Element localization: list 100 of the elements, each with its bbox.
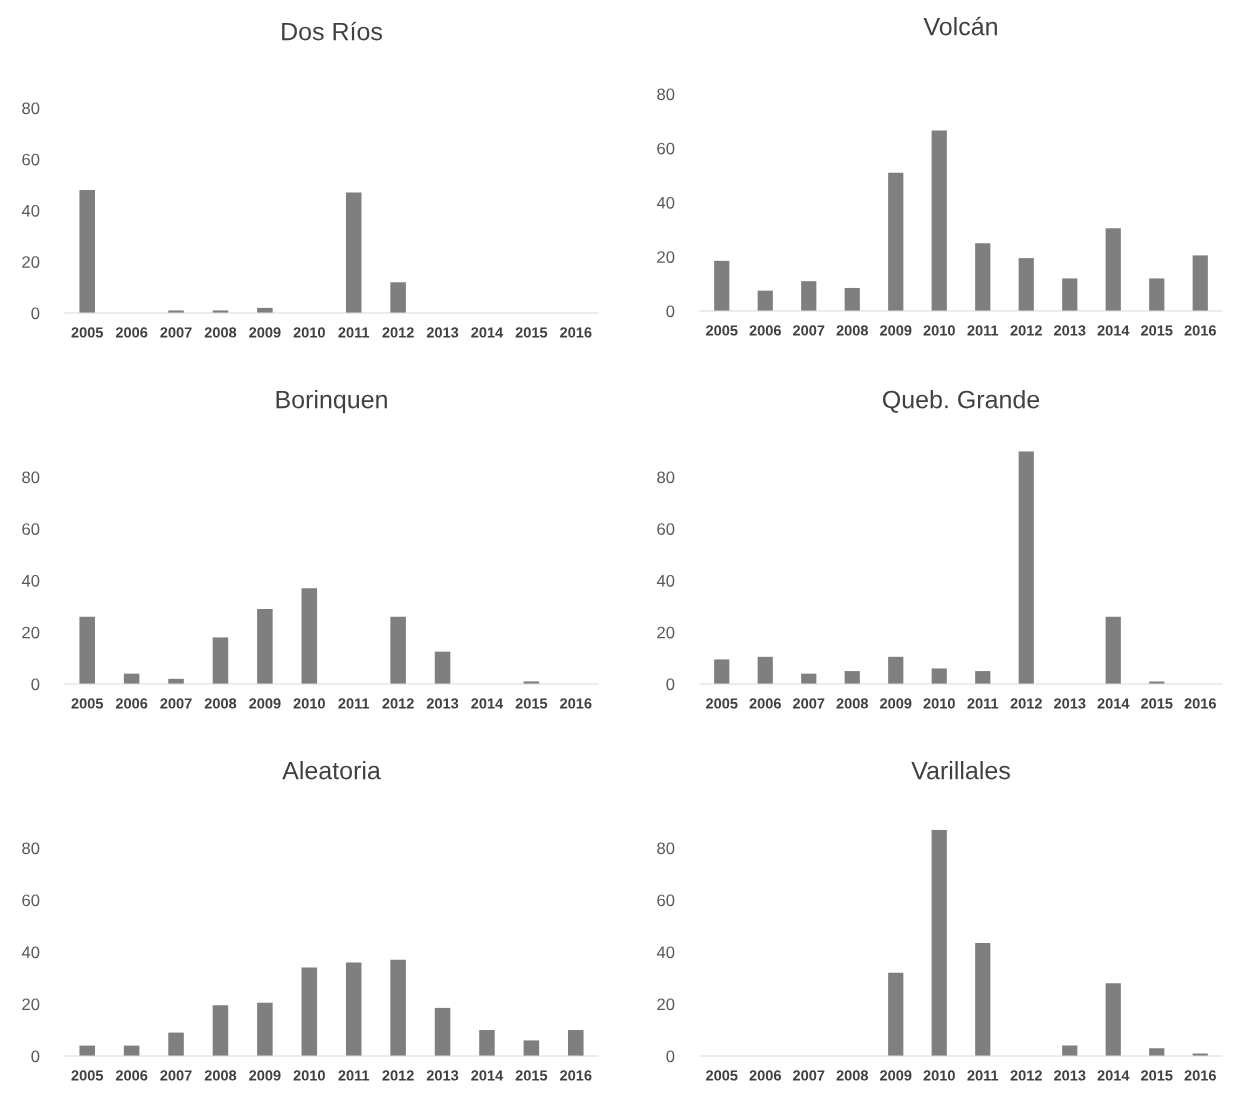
x-tick-label: 2015 — [1141, 325, 1173, 336]
y-tick-label: 80 — [22, 102, 40, 115]
x-tick-label: 2014 — [1097, 325, 1130, 336]
y-tick-label: 20 — [22, 998, 40, 1011]
x-tick-label: 2012 — [1010, 325, 1042, 336]
y-tick-label: 40 — [656, 946, 675, 959]
bar — [1018, 451, 1034, 684]
x-tick-label: 2007 — [160, 1070, 192, 1081]
x-tick-label: 2015 — [1141, 1070, 1173, 1081]
x-tick-label: 2009 — [249, 327, 281, 338]
x-tick-label: 2010 — [293, 327, 325, 338]
bar — [844, 671, 860, 684]
bar — [1192, 255, 1208, 311]
y-tick-label: 80 — [22, 842, 40, 855]
bar — [1018, 258, 1034, 311]
x-tick-label: 2013 — [426, 327, 459, 338]
x-tick-label: 2006 — [749, 1070, 781, 1081]
x-tick-label: 2015 — [515, 327, 548, 338]
x-tick-label: 2007 — [160, 698, 192, 709]
y-tick-label: 0 — [31, 307, 40, 320]
chart-title: Borinquen — [276, 390, 387, 414]
bar — [975, 942, 991, 1056]
x-tick-label: 2016 — [1184, 1070, 1216, 1081]
x-tick-label: 2006 — [115, 327, 148, 338]
bar — [975, 671, 991, 684]
x-tick-label: 2014 — [471, 327, 504, 338]
x-tick-label: 2009 — [880, 698, 912, 709]
bar — [1062, 278, 1078, 311]
y-tick-label: 0 — [666, 1050, 675, 1063]
bar — [844, 287, 860, 311]
bar — [390, 616, 406, 684]
bar — [390, 282, 406, 313]
bar — [801, 281, 817, 311]
bar — [931, 668, 947, 684]
y-tick-label: 40 — [21, 946, 40, 959]
bar — [888, 656, 904, 684]
y-tick-label: 80 — [22, 471, 40, 484]
x-tick-label: 2013 — [1054, 698, 1086, 709]
bar — [1105, 228, 1121, 311]
x-tick-label: 2011 — [338, 327, 370, 338]
x-tick-label: 2016 — [560, 698, 592, 709]
bar — [257, 1002, 273, 1056]
x-tick-label: 2011 — [967, 1070, 999, 1081]
y-tick-label: 60 — [657, 523, 675, 535]
y-tick-label: 60 — [657, 142, 675, 155]
bar — [212, 637, 229, 684]
x-tick-label: 2009 — [880, 1070, 912, 1081]
x-tick-label: 2014 — [471, 1070, 504, 1081]
x-tick-label: 2011 — [967, 325, 999, 336]
x-tick-label: 2008 — [204, 1070, 237, 1081]
x-tick-label: 2008 — [836, 698, 869, 709]
x-tick-label: 2006 — [115, 1070, 148, 1081]
x-tick-label: 2015 — [515, 1070, 548, 1081]
y-tick-label: 0 — [31, 678, 40, 691]
x-tick-label: 2010 — [293, 1070, 325, 1081]
y-tick-label: 40 — [21, 574, 40, 587]
x-tick-label: 2006 — [115, 698, 148, 709]
bar — [888, 172, 904, 311]
y-tick-label: 80 — [657, 88, 675, 101]
y-tick-label: 20 — [22, 626, 40, 639]
bar — [931, 829, 947, 1056]
bar — [257, 608, 273, 684]
x-tick-label: 2005 — [71, 1070, 104, 1081]
y-tick-label: 0 — [666, 678, 675, 691]
y-tick-label: 80 — [657, 471, 675, 484]
y-tick-label: 60 — [22, 894, 40, 907]
x-tick-label: 2011 — [338, 1070, 370, 1081]
bar — [1105, 983, 1121, 1056]
x-tick-label: 2014 — [471, 698, 504, 709]
y-tick-label: 20 — [657, 251, 675, 263]
x-tick-label: 2010 — [923, 325, 955, 336]
x-tick-label: 2010 — [923, 1070, 955, 1081]
x-tick-label: 2016 — [560, 327, 592, 338]
bar — [345, 192, 362, 313]
x-tick-label: 2009 — [249, 698, 281, 709]
y-tick-label: 60 — [657, 894, 675, 907]
bar — [434, 651, 451, 684]
y-tick-label: 60 — [22, 153, 40, 166]
x-tick-label: 2008 — [204, 327, 237, 338]
bar — [888, 972, 904, 1056]
x-tick-label: 2015 — [515, 698, 548, 709]
y-tick-label: 40 — [656, 574, 675, 587]
y-tick-label: 40 — [21, 204, 40, 217]
x-tick-label: 2009 — [249, 1070, 281, 1081]
bar — [212, 1005, 229, 1056]
y-tick-label: 20 — [22, 256, 40, 268]
bar — [714, 260, 730, 311]
x-tick-label: 2016 — [1184, 698, 1216, 709]
y-tick-label: 40 — [656, 196, 675, 209]
x-tick-label: 2007 — [160, 327, 192, 338]
x-tick-label: 2008 — [204, 698, 237, 709]
x-tick-label: 2010 — [293, 698, 325, 709]
chart-title: Volcán — [923, 16, 997, 36]
x-tick-label: 2005 — [706, 698, 738, 709]
x-tick-label: 2014 — [1097, 1070, 1130, 1081]
chart-title: Dos Ríos — [282, 21, 382, 41]
chart-title: Queb. Grande — [882, 390, 1040, 413]
bar — [345, 962, 362, 1056]
bar — [931, 130, 947, 311]
x-tick-label: 2010 — [923, 698, 955, 709]
